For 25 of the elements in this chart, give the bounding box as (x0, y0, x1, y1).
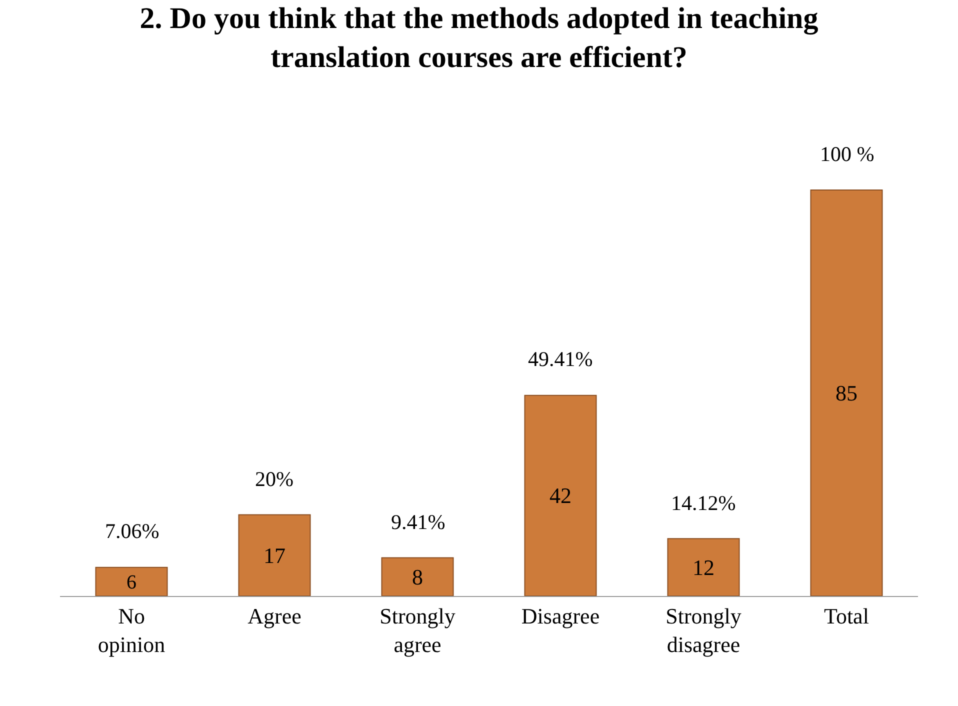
bar (95, 566, 168, 596)
x-tick-label: No opinion (98, 603, 166, 657)
annotation: 49.41% (528, 347, 593, 371)
bar (810, 190, 883, 596)
bar (524, 394, 597, 596)
x-tick-label: Strongly agree (380, 603, 456, 657)
x-tick-label: Disagree (521, 603, 600, 628)
x-tick-label: Strongly disagree (666, 603, 742, 657)
x-tick-label: Total (824, 603, 869, 628)
data-label: 17 (264, 542, 286, 568)
data-label: 8 (412, 564, 423, 590)
annotation: 9.41% (391, 510, 446, 534)
bar (238, 514, 311, 596)
data-label: 42 (550, 483, 572, 508)
data-label: 6 (126, 571, 137, 594)
annotation: 20% (255, 467, 294, 491)
data-label: 12 (692, 554, 714, 580)
annotation: 7.06% (105, 519, 160, 543)
x-tick-label: Agree (248, 603, 302, 628)
annotation: 14.12% (671, 491, 736, 515)
bar (667, 538, 740, 596)
chart-title: 2. Do you think that the methods adopted in teaching translation courses are efficient? (140, 2, 818, 74)
data-label: 85 (836, 380, 858, 406)
annotation: 100 % (820, 142, 874, 166)
bar (381, 557, 454, 596)
